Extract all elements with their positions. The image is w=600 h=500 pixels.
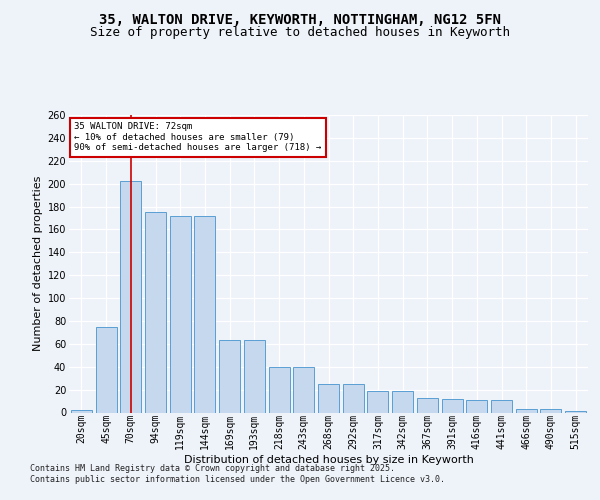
- Bar: [145, 212, 166, 412]
- Bar: [293, 366, 314, 412]
- Bar: [392, 391, 413, 412]
- Bar: [516, 409, 537, 412]
- Bar: [541, 409, 562, 412]
- Bar: [170, 216, 191, 412]
- Bar: [71, 410, 92, 412]
- Bar: [194, 216, 215, 412]
- Bar: [120, 182, 141, 412]
- Text: Contains public sector information licensed under the Open Government Licence v3: Contains public sector information licen…: [30, 475, 445, 484]
- Bar: [466, 400, 487, 412]
- Text: Size of property relative to detached houses in Keyworth: Size of property relative to detached ho…: [90, 26, 510, 39]
- Bar: [417, 398, 438, 412]
- Text: 35 WALTON DRIVE: 72sqm
← 10% of detached houses are smaller (79)
90% of semi-det: 35 WALTON DRIVE: 72sqm ← 10% of detached…: [74, 122, 322, 152]
- Text: Contains HM Land Registry data © Crown copyright and database right 2025.: Contains HM Land Registry data © Crown c…: [30, 464, 395, 473]
- Bar: [318, 384, 339, 412]
- Bar: [343, 384, 364, 412]
- Bar: [367, 391, 388, 412]
- Bar: [219, 340, 240, 412]
- Bar: [95, 326, 116, 412]
- Bar: [244, 340, 265, 412]
- Bar: [491, 400, 512, 412]
- Text: 35, WALTON DRIVE, KEYWORTH, NOTTINGHAM, NG12 5FN: 35, WALTON DRIVE, KEYWORTH, NOTTINGHAM, …: [99, 12, 501, 26]
- X-axis label: Distribution of detached houses by size in Keyworth: Distribution of detached houses by size …: [184, 454, 473, 464]
- Y-axis label: Number of detached properties: Number of detached properties: [34, 176, 43, 352]
- Bar: [269, 366, 290, 412]
- Bar: [442, 399, 463, 412]
